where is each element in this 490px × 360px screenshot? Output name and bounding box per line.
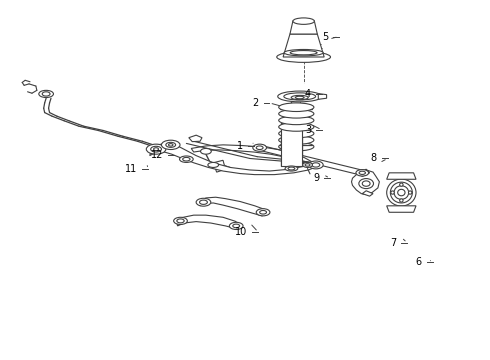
Ellipse shape xyxy=(394,186,409,199)
Ellipse shape xyxy=(359,179,373,189)
Ellipse shape xyxy=(284,49,323,56)
Ellipse shape xyxy=(279,116,314,125)
Ellipse shape xyxy=(166,142,175,147)
Polygon shape xyxy=(357,169,369,176)
Polygon shape xyxy=(318,94,327,99)
Ellipse shape xyxy=(179,156,193,162)
Ellipse shape xyxy=(200,148,211,154)
Ellipse shape xyxy=(278,91,322,102)
Text: 6: 6 xyxy=(416,257,422,267)
Polygon shape xyxy=(176,215,240,228)
Ellipse shape xyxy=(256,146,263,149)
Ellipse shape xyxy=(359,171,366,175)
Text: 1: 1 xyxy=(237,141,243,151)
Ellipse shape xyxy=(387,179,416,206)
Ellipse shape xyxy=(183,157,190,161)
Ellipse shape xyxy=(196,198,211,206)
Ellipse shape xyxy=(279,109,314,118)
Ellipse shape xyxy=(173,217,187,225)
Ellipse shape xyxy=(256,209,270,216)
Ellipse shape xyxy=(356,170,368,176)
Ellipse shape xyxy=(305,164,310,166)
Ellipse shape xyxy=(260,211,267,214)
Ellipse shape xyxy=(279,129,314,138)
Ellipse shape xyxy=(147,144,166,154)
Ellipse shape xyxy=(42,92,50,96)
Polygon shape xyxy=(150,143,318,175)
Ellipse shape xyxy=(398,189,405,196)
Ellipse shape xyxy=(253,144,267,151)
Ellipse shape xyxy=(177,219,184,223)
Ellipse shape xyxy=(290,50,317,55)
Polygon shape xyxy=(283,34,324,57)
Text: 9: 9 xyxy=(313,173,319,183)
Ellipse shape xyxy=(288,167,295,170)
Ellipse shape xyxy=(285,166,298,171)
Ellipse shape xyxy=(293,18,315,24)
Ellipse shape xyxy=(154,148,159,150)
Ellipse shape xyxy=(362,181,370,186)
Ellipse shape xyxy=(291,95,308,100)
Ellipse shape xyxy=(229,222,243,229)
Ellipse shape xyxy=(199,200,207,204)
Text: 7: 7 xyxy=(390,238,396,248)
Ellipse shape xyxy=(208,162,219,167)
Polygon shape xyxy=(189,135,202,141)
Ellipse shape xyxy=(279,103,314,112)
Text: 2: 2 xyxy=(252,98,259,108)
Text: 10: 10 xyxy=(235,227,247,237)
Text: 3: 3 xyxy=(305,125,311,135)
Text: 4: 4 xyxy=(305,89,311,99)
Ellipse shape xyxy=(400,183,403,186)
Text: 11: 11 xyxy=(125,164,138,174)
Ellipse shape xyxy=(39,90,53,98)
Ellipse shape xyxy=(279,142,314,151)
Ellipse shape xyxy=(277,51,331,62)
Ellipse shape xyxy=(409,191,412,194)
Polygon shape xyxy=(387,206,416,212)
Polygon shape xyxy=(362,191,373,196)
Text: 8: 8 xyxy=(371,153,377,163)
Ellipse shape xyxy=(391,182,413,203)
Ellipse shape xyxy=(151,146,161,152)
Polygon shape xyxy=(281,123,302,166)
Polygon shape xyxy=(351,170,379,194)
Polygon shape xyxy=(290,21,318,34)
Ellipse shape xyxy=(233,224,240,228)
Ellipse shape xyxy=(400,199,403,202)
Polygon shape xyxy=(213,160,225,172)
Polygon shape xyxy=(191,145,313,165)
Ellipse shape xyxy=(295,96,304,99)
Ellipse shape xyxy=(161,140,180,149)
Ellipse shape xyxy=(391,191,394,194)
Text: 12: 12 xyxy=(150,150,163,160)
Polygon shape xyxy=(200,197,267,216)
Ellipse shape xyxy=(312,163,320,167)
Text: 5: 5 xyxy=(322,32,328,41)
Ellipse shape xyxy=(284,93,316,100)
Ellipse shape xyxy=(169,144,173,146)
Ellipse shape xyxy=(279,123,314,131)
Ellipse shape xyxy=(309,161,323,169)
Ellipse shape xyxy=(303,162,313,167)
Ellipse shape xyxy=(279,136,314,144)
Polygon shape xyxy=(387,173,416,179)
